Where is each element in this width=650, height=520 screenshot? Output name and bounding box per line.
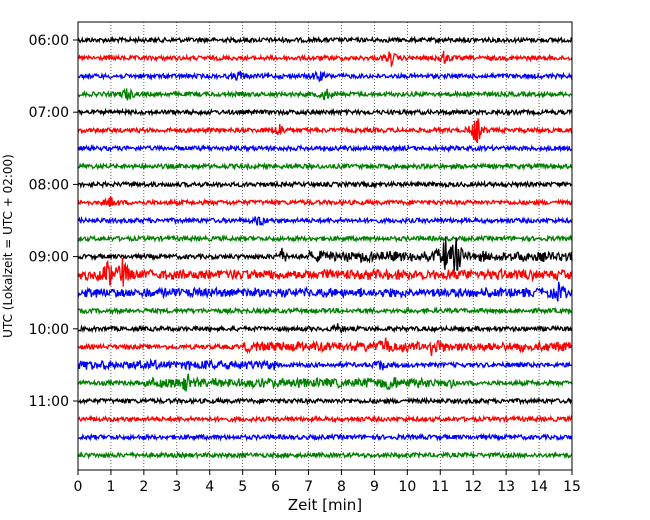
- trace-row: [77, 257, 573, 287]
- x-tick-label: 13: [497, 479, 515, 495]
- trace-row: [77, 396, 573, 406]
- trace-row: [77, 196, 573, 208]
- x-tick-label: 5: [238, 479, 247, 495]
- y-tick-label: 06:00: [29, 33, 69, 49]
- trace-row: [77, 118, 573, 143]
- trace-row: [77, 215, 573, 227]
- x-tick-label: 11: [431, 479, 449, 495]
- trace-row: [77, 373, 573, 392]
- x-tick-label: 4: [205, 479, 214, 495]
- x-tick-label: 7: [304, 479, 313, 495]
- y-tick-label: 11:00: [29, 394, 69, 410]
- trace-group: [77, 35, 573, 460]
- trace-row: [77, 179, 573, 190]
- trace-row: [77, 414, 573, 424]
- trace-row: [77, 50, 573, 68]
- y-axis-label: UTC (Lokalzeit = UTC + 02:00): [1, 154, 15, 338]
- trace-row: [77, 450, 573, 460]
- trace-row: [77, 323, 573, 334]
- y-axis: 06:00 07:00 08:00 09:00 10:00 11:00: [29, 33, 78, 410]
- y-tick-label: 09:00: [29, 250, 69, 266]
- y-tick-label: 10:00: [29, 322, 69, 338]
- plot-frame: [77, 21, 573, 471]
- trace-row: [77, 143, 573, 153]
- x-axis: 0 1 2 3 4 5 6 7 8 9 10 11 12 13 14 15: [74, 470, 581, 495]
- x-axis-label: Zeit [min]: [288, 496, 362, 514]
- x-tick-label: 1: [106, 479, 115, 495]
- trace-row: [77, 432, 573, 442]
- trace-row: [77, 281, 573, 302]
- x-tick-label: 14: [530, 479, 548, 495]
- x-tick-label: 2: [139, 479, 148, 495]
- trace-row: [77, 357, 573, 371]
- trace-row: [77, 70, 573, 83]
- x-tick-label: 3: [172, 479, 181, 495]
- trace-row: [77, 35, 573, 45]
- trace-row: [77, 161, 573, 172]
- x-tick-label: 8: [337, 479, 346, 495]
- x-tick-label: 10: [398, 479, 416, 495]
- y-tick-label: 07:00: [29, 105, 69, 121]
- x-tick-label: 9: [370, 479, 379, 495]
- trace-row: [77, 87, 573, 101]
- trace-row: [77, 107, 573, 117]
- trace-row: [77, 236, 573, 272]
- x-tick-label: 12: [464, 479, 482, 495]
- x-tick-label: 0: [74, 479, 83, 495]
- x-tick-label: 15: [563, 479, 581, 495]
- trace-row: [77, 233, 573, 244]
- y-tick-label: 08:00: [29, 177, 69, 193]
- x-tick-label: 6: [271, 479, 280, 495]
- trace-row: [77, 306, 573, 316]
- trace-row: [77, 337, 573, 357]
